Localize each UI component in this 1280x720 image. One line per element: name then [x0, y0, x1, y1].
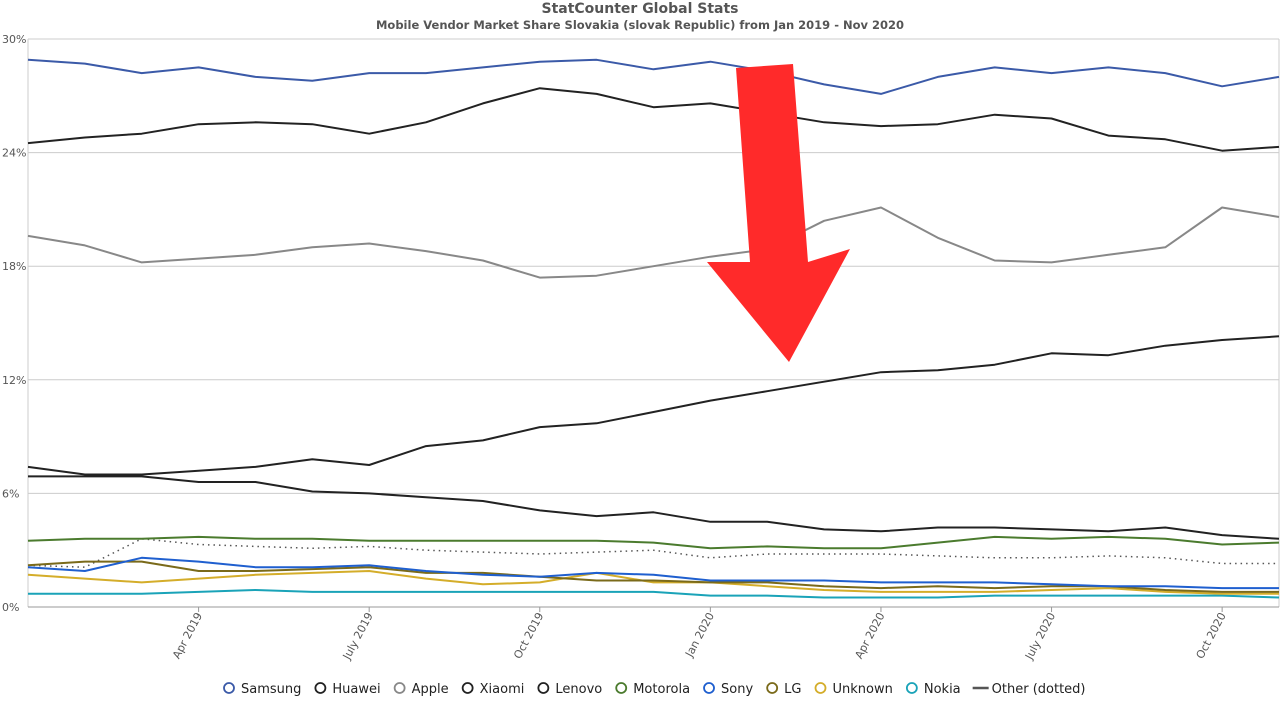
red-arrow-shape — [707, 64, 850, 362]
x-tick-label: Apr 2020 — [852, 610, 887, 661]
legend-item-other-dotted: Other (dotted) — [972, 682, 1086, 697]
axes: 0% 6% 12% 18% 24% 30% Apr 2019 July 2019 Oct 201… — [2, 33, 1279, 663]
legend-label: Nokia — [924, 682, 961, 697]
series-line-huawei — [27, 87, 1280, 152]
legend-item-apple: Apple — [393, 682, 449, 697]
series-line-apple — [27, 206, 1280, 279]
legend-item-unknown: Unknown — [814, 682, 893, 697]
legend-label: LG — [784, 682, 801, 697]
legend-item-xiaomi: Xiaomi — [461, 682, 525, 697]
legend-swatch — [814, 682, 827, 694]
y-tick-label: 0% — [2, 601, 19, 614]
series-line-lenovo — [28, 475, 1280, 540]
legend-label: Unknown — [833, 682, 893, 697]
legend-label: Xiaomi — [480, 682, 525, 697]
legend-item-huawei: Huawei — [314, 682, 381, 697]
series-line-other-dotted — [27, 538, 1279, 568]
series-line-unknown — [27, 570, 1279, 595]
legend-swatch — [314, 682, 327, 694]
series-line-lg — [27, 560, 1279, 593]
legend-item-sony: Sony — [703, 682, 753, 697]
legend-swatch — [393, 682, 406, 694]
y-tick-label: 30% — [2, 33, 26, 46]
x-tick-label: Apr 2019 — [170, 610, 205, 661]
legend-swatch — [461, 682, 474, 694]
legend-item-samsung: Samsung — [223, 682, 301, 697]
series-lines — [27, 58, 1280, 599]
x-tick-label: July 2019 — [340, 610, 376, 662]
y-tick-label: 24% — [2, 147, 26, 160]
series-line-samsung — [27, 58, 1280, 95]
y-tick-label: 6% — [2, 487, 19, 500]
legend-swatch — [537, 682, 550, 694]
series-line-sony — [27, 556, 1279, 590]
x-tick-label: Oct 2019 — [511, 610, 546, 661]
legend-item-lg: LG — [766, 682, 802, 697]
legend-label: Apple — [412, 682, 449, 697]
legend-label: Motorola — [633, 682, 690, 697]
legend-swatch — [905, 682, 918, 694]
series-line-xiaomi — [27, 335, 1280, 476]
x-tick-label: July 2020 — [1022, 610, 1058, 662]
legend-label: Other (dotted) — [992, 682, 1086, 697]
series-line-nokia — [28, 589, 1280, 599]
x-tick-label: Jan 2020 — [682, 610, 717, 660]
legend-label: Samsung — [241, 682, 301, 697]
legend-swatch — [223, 682, 235, 694]
legend-item-motorola: Motorola — [615, 682, 690, 697]
legend-label: Lenovo — [555, 682, 602, 697]
series-line-motorola — [27, 535, 1280, 550]
y-tick-label: 18% — [2, 260, 26, 273]
legend-swatch — [615, 682, 628, 694]
legend-swatch — [703, 682, 715, 694]
x-tick-label: Oct 2020 — [1194, 610, 1229, 661]
legend-item-lenovo: Lenovo — [537, 682, 602, 697]
legend: Samsung Huawei Apple Xiaomi Lenovo Motorola So… — [223, 682, 1086, 697]
legend-label: Huawei — [332, 682, 380, 697]
legend-item-nokia: Nokia — [905, 682, 961, 697]
y-tick-label: 12% — [2, 374, 26, 387]
chart-subtitle: Mobile Vendor Market Share Slovakia (slo… — [375, 18, 904, 32]
legend-label: Sony — [721, 682, 753, 697]
legend-swatch — [766, 682, 779, 694]
chart-title: StatCounter Global Stats — [541, 1, 739, 17]
annotation-arrow — [707, 64, 850, 362]
